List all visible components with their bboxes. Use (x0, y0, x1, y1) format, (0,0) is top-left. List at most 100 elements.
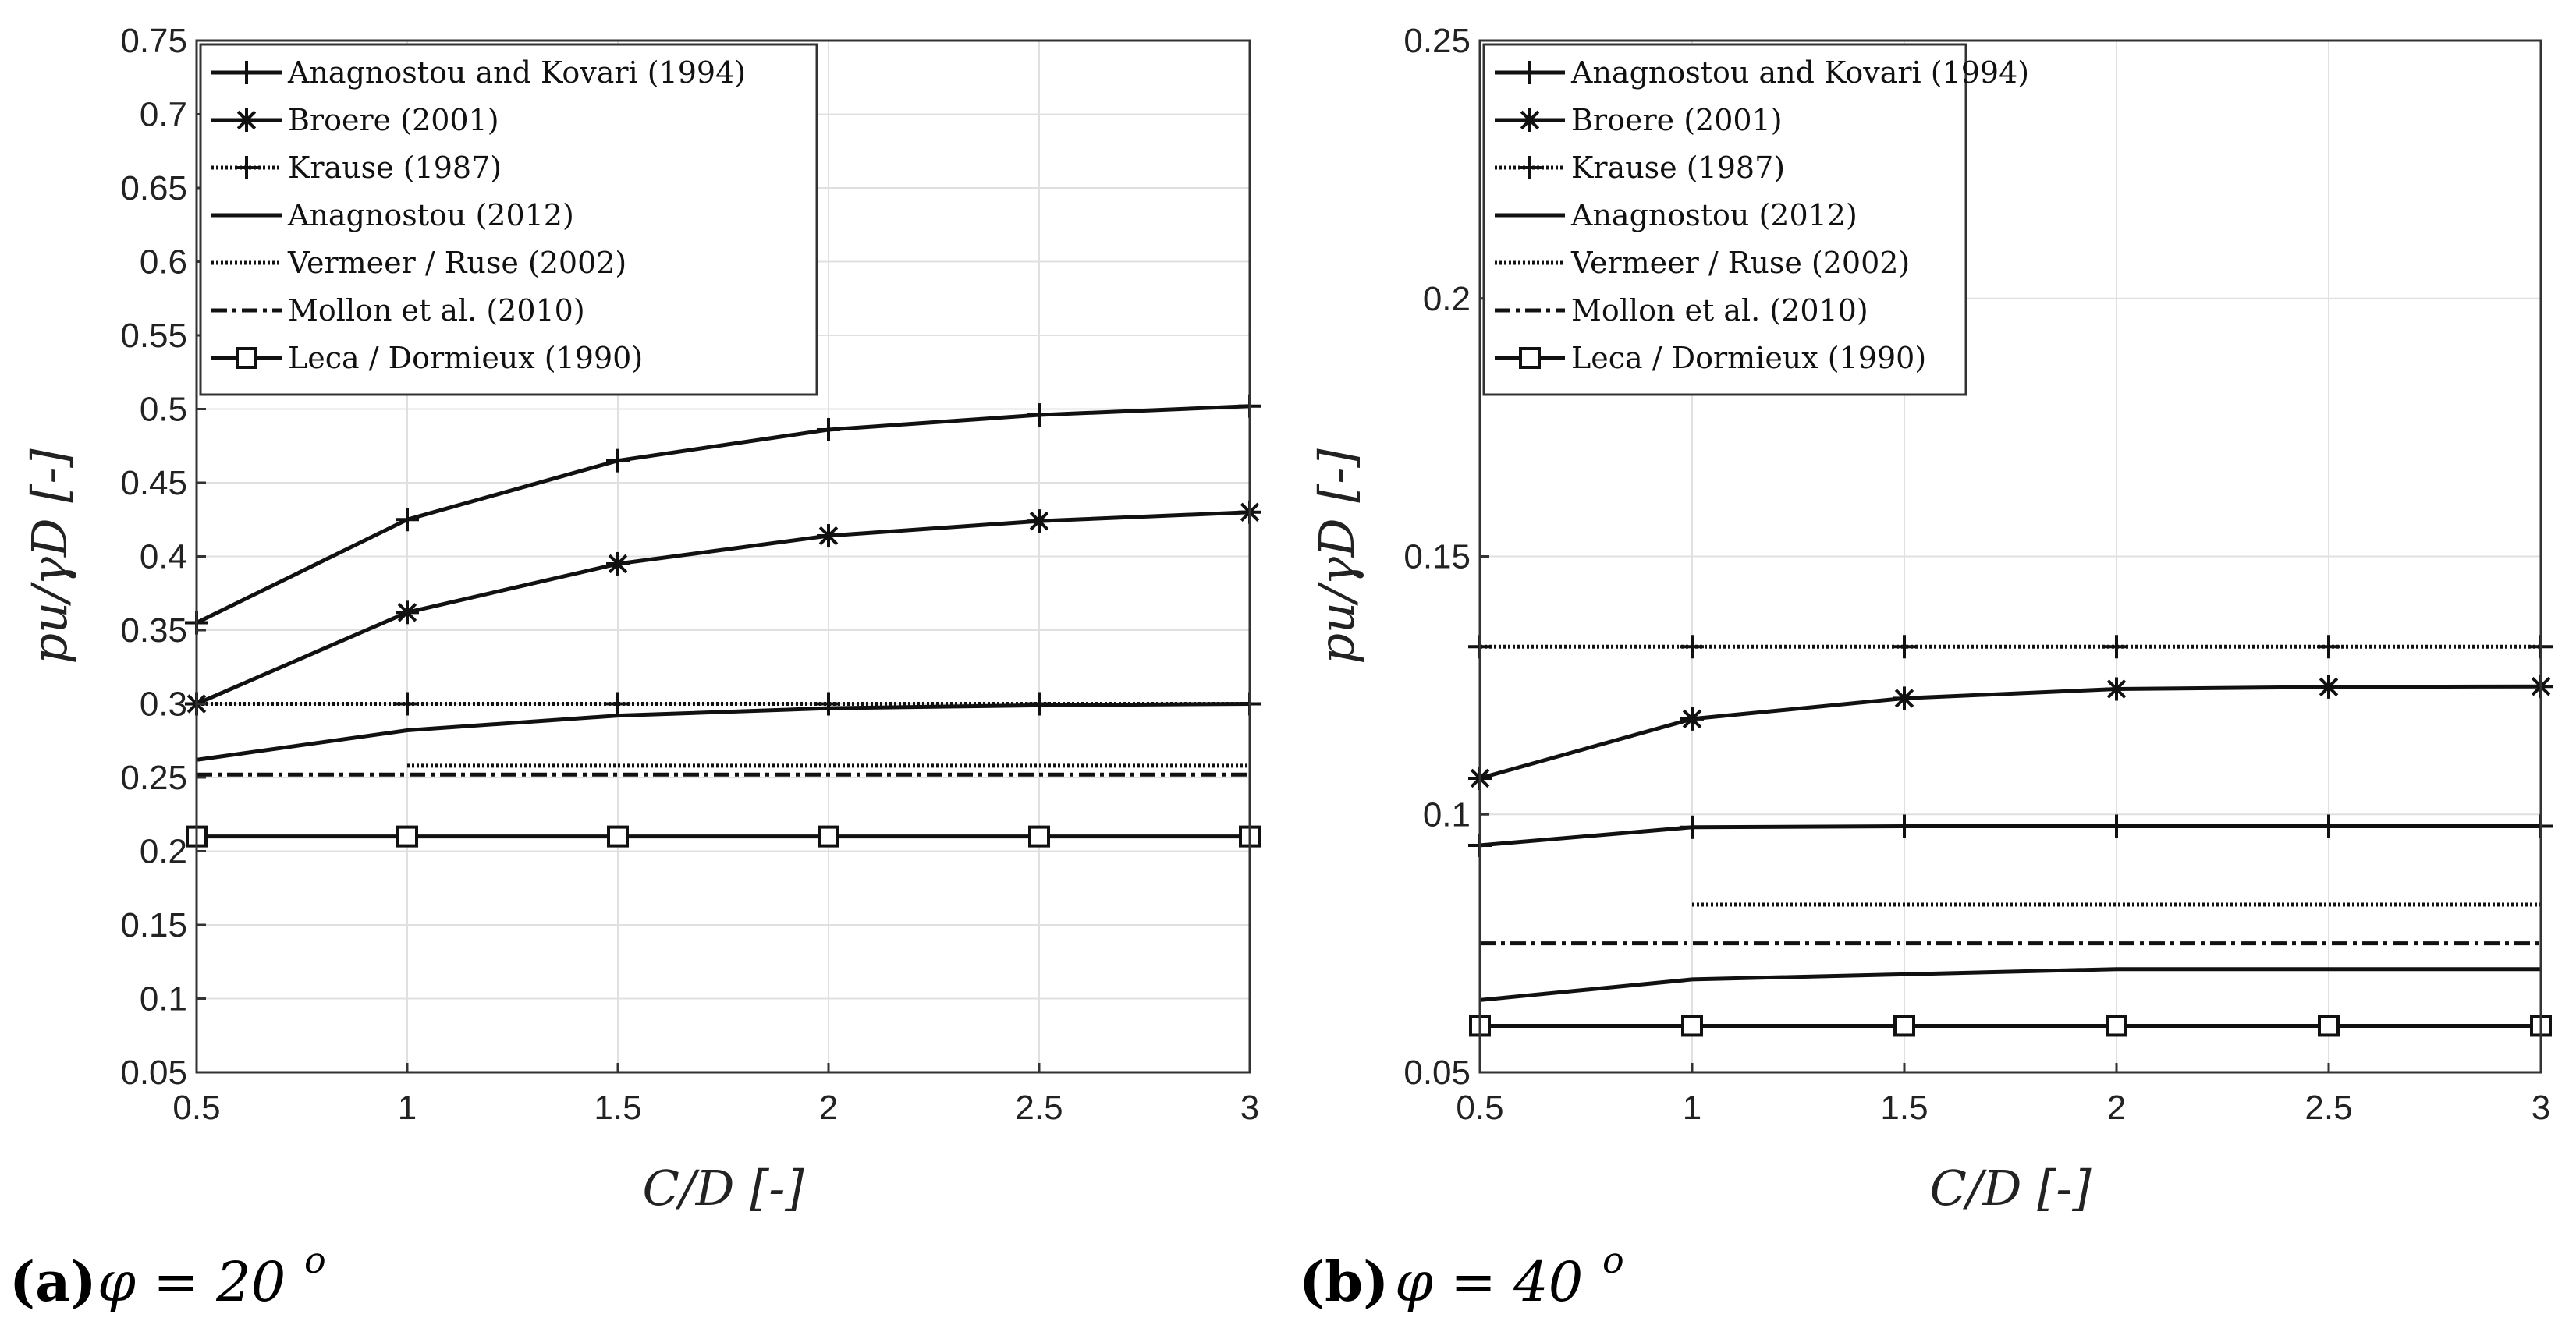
data-point (1028, 825, 1050, 848)
legend-label: Leca / Dormieux (1990) (288, 341, 643, 375)
data-point (817, 524, 840, 548)
caption-a-expr: φ = 20 (98, 1250, 286, 1314)
x-tick-label: 1 (398, 1089, 417, 1127)
x-tick-label: 0.5 (172, 1089, 220, 1127)
caption-b-expr: φ = 40 (1395, 1250, 1583, 1314)
legend-label: Broere (2001) (1571, 103, 1783, 137)
data-point (1893, 686, 1916, 710)
legend-item: Leca / Dormieux (1990) (1495, 341, 1926, 375)
legend-item: Broere (2001) (211, 103, 499, 137)
data-point (1680, 707, 1704, 731)
data-point (817, 417, 840, 441)
data-point (2318, 1015, 2340, 1037)
y-tick-label: 0.3 (140, 685, 187, 724)
caption-b: (b) φ = 40 o (1299, 1239, 1624, 1314)
x-tick-label: 2.5 (2305, 1089, 2352, 1127)
data-point (1893, 635, 1916, 659)
legend-box (199, 43, 818, 396)
data-point (818, 825, 839, 848)
legend-label: Vermeer / Ruse (2002) (287, 246, 626, 280)
data-point (1681, 1015, 1703, 1037)
legend-item: Anagnostou and Kovari (1994) (211, 55, 746, 90)
legend-item: Krause (1987) (1495, 151, 1785, 185)
data-point (607, 825, 629, 848)
x-axis-label: C/D [-] (1929, 1160, 2092, 1217)
y-tick-label: 0.05 (120, 1054, 187, 1092)
legend-label: Leca / Dormieux (1990) (1571, 341, 1926, 375)
legend-label: Anagnostou (2012) (1570, 198, 1857, 232)
x-tick-label: 2.5 (1015, 1089, 1063, 1127)
legend-b: Anagnostou and Kovari (1994) Broere (2001… (1482, 43, 2029, 396)
y-tick-label: 0.35 (120, 611, 187, 650)
legend-item: Vermeer / Ruse (2002) (211, 246, 626, 280)
legend-item: Vermeer / Ruse (2002) (1495, 246, 1910, 280)
data-point (1027, 403, 1051, 427)
data-point (606, 692, 630, 716)
x-tick-label: 1.5 (1880, 1089, 1928, 1127)
data-point (2317, 635, 2340, 659)
legend-box (1482, 43, 1967, 396)
x-tick-label: 3 (2532, 1089, 2550, 1127)
y-tick-label: 0.1 (1423, 795, 1471, 834)
series-line (1479, 684, 2542, 781)
legend-marker (1518, 108, 1542, 132)
x-tick-label: 0.5 (1456, 1089, 1503, 1127)
legend-label: Anagnostou and Kovari (1994) (287, 55, 746, 90)
x-tick-label: 1.5 (594, 1089, 641, 1127)
legend-label: Krause (1987) (288, 151, 502, 185)
legend-item: Mollon et al. (2010) (211, 293, 585, 328)
legend-item: Krause (1987) (211, 151, 502, 185)
legend-item: Anagnostou and Kovari (1994) (1495, 55, 2029, 90)
data-point (1680, 815, 1704, 839)
data-point (606, 448, 630, 473)
legend-marker (1519, 347, 1541, 369)
y-tick-label: 0.05 (1403, 1054, 1471, 1092)
y-tick-label: 0.6 (140, 243, 187, 282)
legend-marker (235, 108, 258, 132)
legend-item: Anagnostou (2012) (211, 198, 574, 232)
legend-marker (235, 61, 258, 84)
data-point (2106, 1015, 2127, 1037)
data-point (2105, 814, 2128, 838)
data-point (396, 692, 419, 716)
series-a-6 (186, 825, 1261, 848)
y-tick-label: 0.5 (140, 391, 187, 429)
legend-label: Vermeer / Ruse (2002) (1570, 246, 1910, 280)
y-tick-label: 0.2 (1423, 280, 1471, 318)
data-point (1027, 509, 1051, 533)
series-line (195, 404, 1251, 625)
legend-a: Anagnostou and Kovari (1994) Broere (2001… (199, 43, 818, 396)
caption-b-sup: o (1602, 1239, 1624, 1281)
legend-item: Leca / Dormieux (1990) (211, 341, 643, 375)
series-a-3 (196, 702, 1251, 762)
legend-item: Mollon et al. (2010) (1495, 293, 1868, 328)
series-b-3 (1479, 967, 2541, 1002)
y-tick-label: 0.1 (140, 980, 187, 1018)
data-point (396, 600, 419, 625)
chart-panel-a: 0.5 1 1.5 2 2.5 3 0.05 0.1 0.15 0.2 0.25 0.3 0.35 0.4… (21, 22, 1261, 1217)
x-tick-label: 2 (819, 1089, 838, 1127)
data-point (817, 692, 840, 716)
caption-a-sup: o (304, 1239, 326, 1281)
series-line (1479, 824, 2541, 848)
series-b-6 (1469, 1015, 2552, 1037)
data-point (1680, 635, 1704, 659)
x-tick-label: 1 (1683, 1089, 1701, 1127)
legend-marker (1518, 156, 1542, 179)
data-point (1893, 814, 1916, 838)
legend-label: Krause (1987) (1571, 151, 1785, 185)
y-tick-label: 0.15 (1403, 538, 1471, 576)
y-axis-label: pu/γD [-] (1308, 448, 1365, 664)
y-tick-label: 0.7 (140, 96, 187, 134)
data-point (2105, 635, 2128, 659)
legend-label: Anagnostou and Kovari (1994) (1570, 55, 2029, 90)
y-tick-label: 0.2 (140, 833, 187, 871)
legend-label: Anagnostou (2012) (287, 198, 574, 232)
data-point (2317, 675, 2340, 699)
legend-label: Mollon et al. (2010) (1571, 293, 1868, 328)
data-point (1893, 1015, 1915, 1037)
series-b-0 (1468, 814, 2553, 857)
x-axis-label: C/D [-] (642, 1160, 804, 1217)
legend-marker (236, 347, 257, 369)
